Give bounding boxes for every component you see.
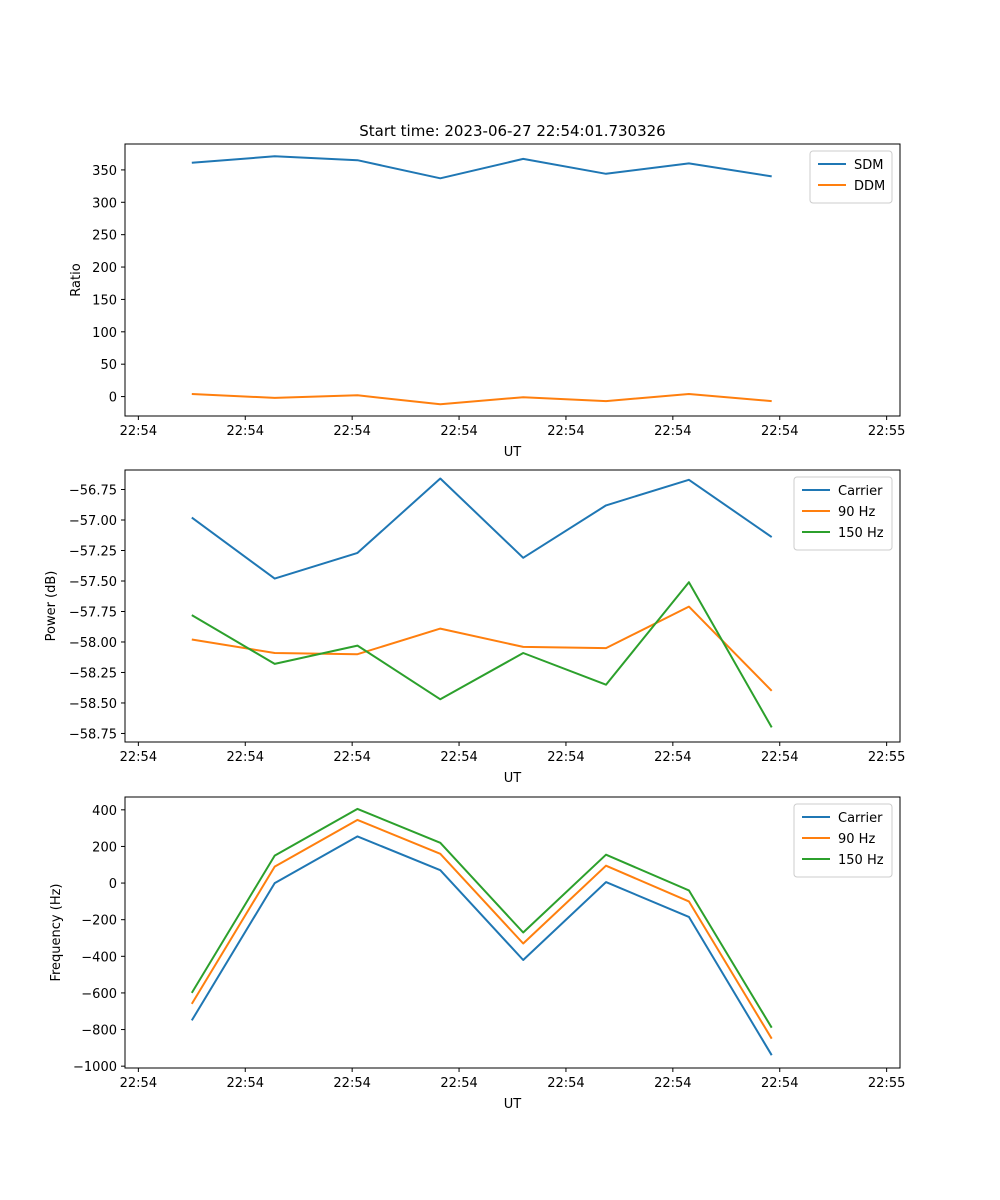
x-tick-label: 22:54 xyxy=(333,424,370,439)
x-axis-label: UT xyxy=(504,1097,522,1112)
x-tick-label: 22:55 xyxy=(868,1076,905,1091)
y-tick-label: −600 xyxy=(81,987,117,1002)
series-line-carrier xyxy=(190,835,773,1056)
y-tick-label: −57.00 xyxy=(69,514,117,529)
x-tick-label: 22:54 xyxy=(440,750,477,765)
series-line-150-hz xyxy=(191,581,773,728)
y-tick-label: −56.75 xyxy=(69,484,117,499)
x-tick-label: 22:54 xyxy=(333,1076,370,1091)
x-tick-label: 22:54 xyxy=(120,424,157,439)
legend-label: 90 Hz xyxy=(838,505,875,520)
y-tick-label: 150 xyxy=(92,293,117,308)
y-tick-label: −57.25 xyxy=(69,545,117,560)
y-tick-label: 200 xyxy=(92,261,117,276)
x-axis-label: UT xyxy=(504,771,522,786)
legend-label: SDM xyxy=(854,158,883,173)
plot-frame xyxy=(124,796,901,1069)
y-tick-label: 350 xyxy=(92,164,117,179)
x-tick-label: 22:54 xyxy=(761,424,798,439)
y-tick-label: 200 xyxy=(92,840,117,855)
y-tick-label: −58.25 xyxy=(69,666,117,681)
y-tick-label: −58.50 xyxy=(69,697,117,712)
x-tick-label: 22:54 xyxy=(333,750,370,765)
x-tick-label: 22:54 xyxy=(227,1076,264,1091)
series-line-carrier xyxy=(191,477,773,580)
legend-label: 150 Hz xyxy=(838,853,884,868)
x-tick-label: 22:54 xyxy=(120,750,157,765)
y-tick-label: −400 xyxy=(81,950,117,965)
legend-label: DDM xyxy=(854,179,885,194)
x-tick-label: 22:54 xyxy=(654,1076,691,1091)
series-line-ddm xyxy=(191,393,772,406)
y-tick-label: −200 xyxy=(81,914,117,929)
y-tick-label: 250 xyxy=(92,229,117,244)
y-axis-label: Ratio xyxy=(69,263,84,296)
x-tick-label: 22:54 xyxy=(761,750,798,765)
x-tick-label: 22:54 xyxy=(440,424,477,439)
x-tick-label: 22:54 xyxy=(120,1076,157,1091)
y-axis-label: Power (dB) xyxy=(44,571,59,642)
y-tick-label: −58.75 xyxy=(69,727,117,742)
legend-label: 150 Hz xyxy=(838,526,884,541)
plot-frame xyxy=(124,143,901,417)
y-tick-label: −57.50 xyxy=(69,575,117,590)
y-tick-label: 400 xyxy=(92,804,117,819)
y-tick-label: 0 xyxy=(109,877,117,892)
series-line-sdm xyxy=(191,155,772,180)
y-tick-label: 100 xyxy=(92,326,117,341)
x-tick-label: 22:54 xyxy=(547,750,584,765)
legend-label: Carrier xyxy=(838,811,883,826)
x-tick-label: 22:54 xyxy=(547,424,584,439)
x-tick-label: 22:55 xyxy=(868,750,905,765)
x-tick-label: 22:54 xyxy=(227,424,264,439)
y-tick-label: 300 xyxy=(92,196,117,211)
x-tick-label: 22:54 xyxy=(654,424,691,439)
x-tick-label: 22:54 xyxy=(761,1076,798,1091)
legend-label: 90 Hz xyxy=(838,832,875,847)
x-tick-label: 22:54 xyxy=(227,750,264,765)
y-tick-label: −57.75 xyxy=(69,605,117,620)
series-line-90-hz xyxy=(191,605,773,692)
x-axis-label: UT xyxy=(504,445,522,460)
y-tick-label: 50 xyxy=(100,358,117,373)
y-axis-label: Frequency (Hz) xyxy=(49,883,64,981)
series-line-150-hz xyxy=(190,807,773,1029)
chart-title: Start time: 2023-06-27 22:54:01.730326 xyxy=(359,122,665,140)
plot-frame xyxy=(124,469,901,743)
x-tick-label: 22:54 xyxy=(440,1076,477,1091)
x-tick-label: 22:54 xyxy=(654,750,691,765)
x-tick-label: 22:54 xyxy=(547,1076,584,1091)
y-tick-label: −58.00 xyxy=(69,636,117,651)
chart-panel-2: 22:54 22:54 22:54 22:54 22:54 22:54 22:54 22:55… xyxy=(44,469,905,786)
x-tick-label: 22:55 xyxy=(868,424,905,439)
series-line-90-hz xyxy=(190,818,773,1040)
chart-panel-3: 22:54 22:54 22:54 22:54 22:54 22:54 22:54 22:55… xyxy=(49,796,905,1112)
y-tick-label: 0 xyxy=(109,391,117,406)
chart-panel-1: Start time: 2023-06-27 22:54:01.730326 22… xyxy=(69,122,905,460)
y-tick-label: −800 xyxy=(81,1024,117,1039)
y-tick-label: −1000 xyxy=(73,1060,117,1075)
legend-label: Carrier xyxy=(838,484,883,499)
